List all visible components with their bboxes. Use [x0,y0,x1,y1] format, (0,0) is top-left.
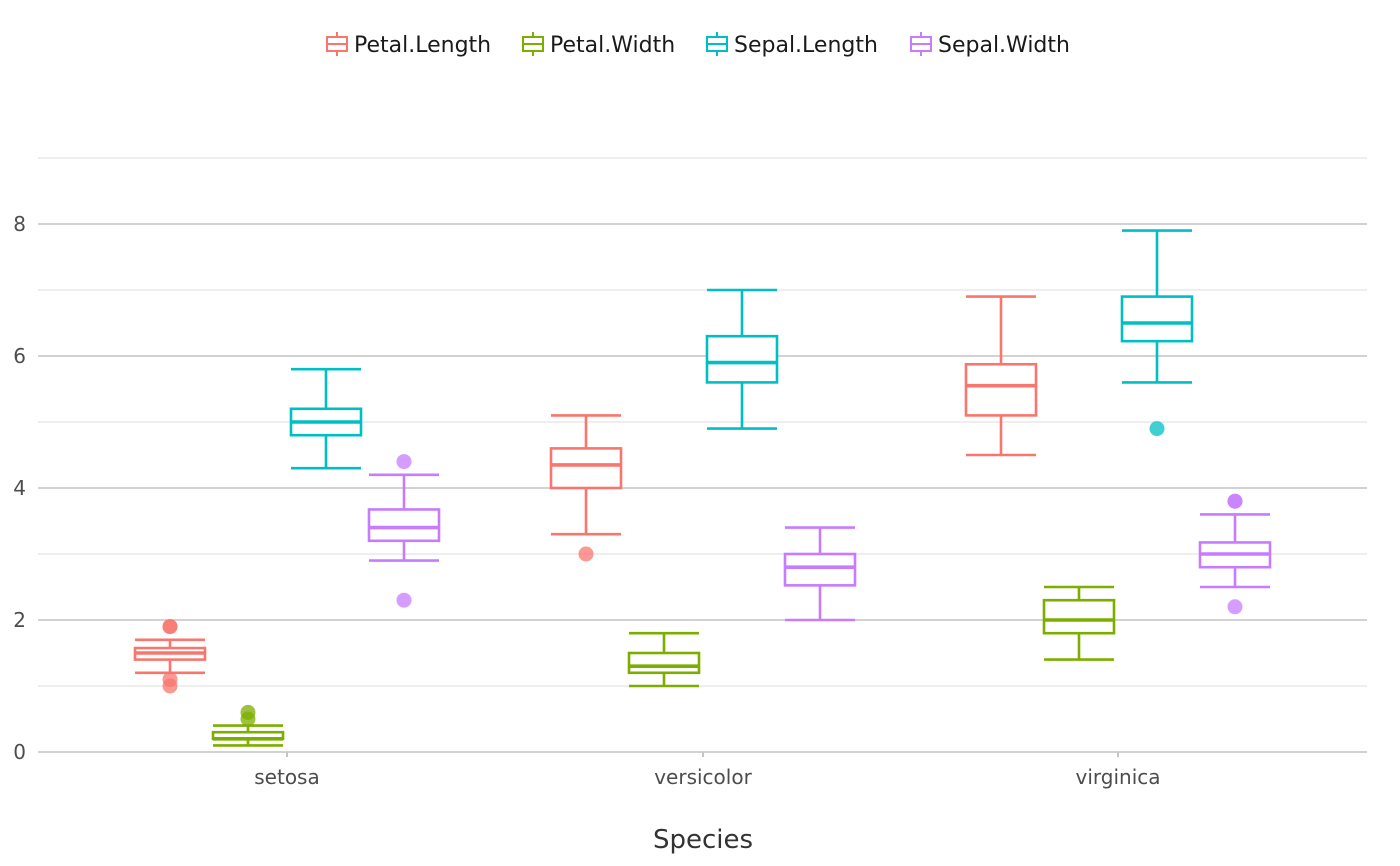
x-tick-label: setosa [254,765,319,789]
legend: Petal.Length Petal.Width Sepal.Length Sepal… [326,32,1070,58]
box-Petal.Width-setosa [211,704,285,747]
box-Sepal.Length-versicolor [705,288,779,430]
box-Petal.Width-versicolor [627,631,701,688]
legend-item-Sepal.Width: Sepal.Width [910,32,1070,58]
outlier-point [1227,493,1243,509]
box-Sepal.Length-setosa [289,367,363,470]
box-iqr [783,552,857,587]
x-tick-label: virginica [1076,765,1161,789]
outlier-point [1227,599,1243,615]
y-tick-label: 6 [13,344,26,368]
x-axis-title: Species [653,825,753,855]
box-iqr [964,362,1038,417]
box-Petal.Width-virginica [1042,585,1116,661]
box-iqr [1042,598,1116,635]
box-iqr [627,651,701,675]
y-tick-label: 4 [13,476,26,500]
box-Sepal.Width-versicolor [783,526,857,622]
legend-item-Petal.Width: Petal.Width [522,32,675,58]
x-tick-label: versicolor [654,765,752,789]
box-Sepal.Length-virginica [1120,229,1194,437]
box-Sepal.Width-virginica [1198,493,1272,615]
outlier-point [162,671,178,687]
y-tick-label: 0 [13,740,26,764]
legend-item-Sepal.Length: Sepal.Length [706,32,878,58]
box-iqr [367,508,441,543]
legend-label: Petal.Width [550,33,675,58]
outlier-point [396,592,412,608]
box-iqr [549,447,623,490]
legend-label: Petal.Length [354,33,491,58]
outlier-point [162,619,178,635]
legend-label: Sepal.Length [734,33,878,58]
legend-item-Petal.Length: Petal.Length [326,32,491,58]
legend-label: Sepal.Width [938,33,1070,58]
box-Petal.Length-setosa [133,619,207,694]
box-Sepal.Width-setosa [367,454,441,608]
grid-lines [38,157,1367,753]
outlier-point [1149,421,1165,437]
box-Petal.Length-versicolor [549,414,623,562]
outlier-point [578,546,594,562]
box-iqr [1120,295,1194,343]
outlier-point [396,454,412,470]
box-Petal.Length-virginica [964,295,1038,457]
x-axis-ticks: setosa versicolor virginica [254,752,1161,789]
y-tick-label: 8 [13,212,26,236]
outlier-point [240,704,256,720]
box-iqr [705,334,779,384]
y-axis-ticks: 0 2 4 6 8 [13,212,26,764]
boxes [133,229,1272,747]
y-tick-label: 2 [13,608,26,632]
